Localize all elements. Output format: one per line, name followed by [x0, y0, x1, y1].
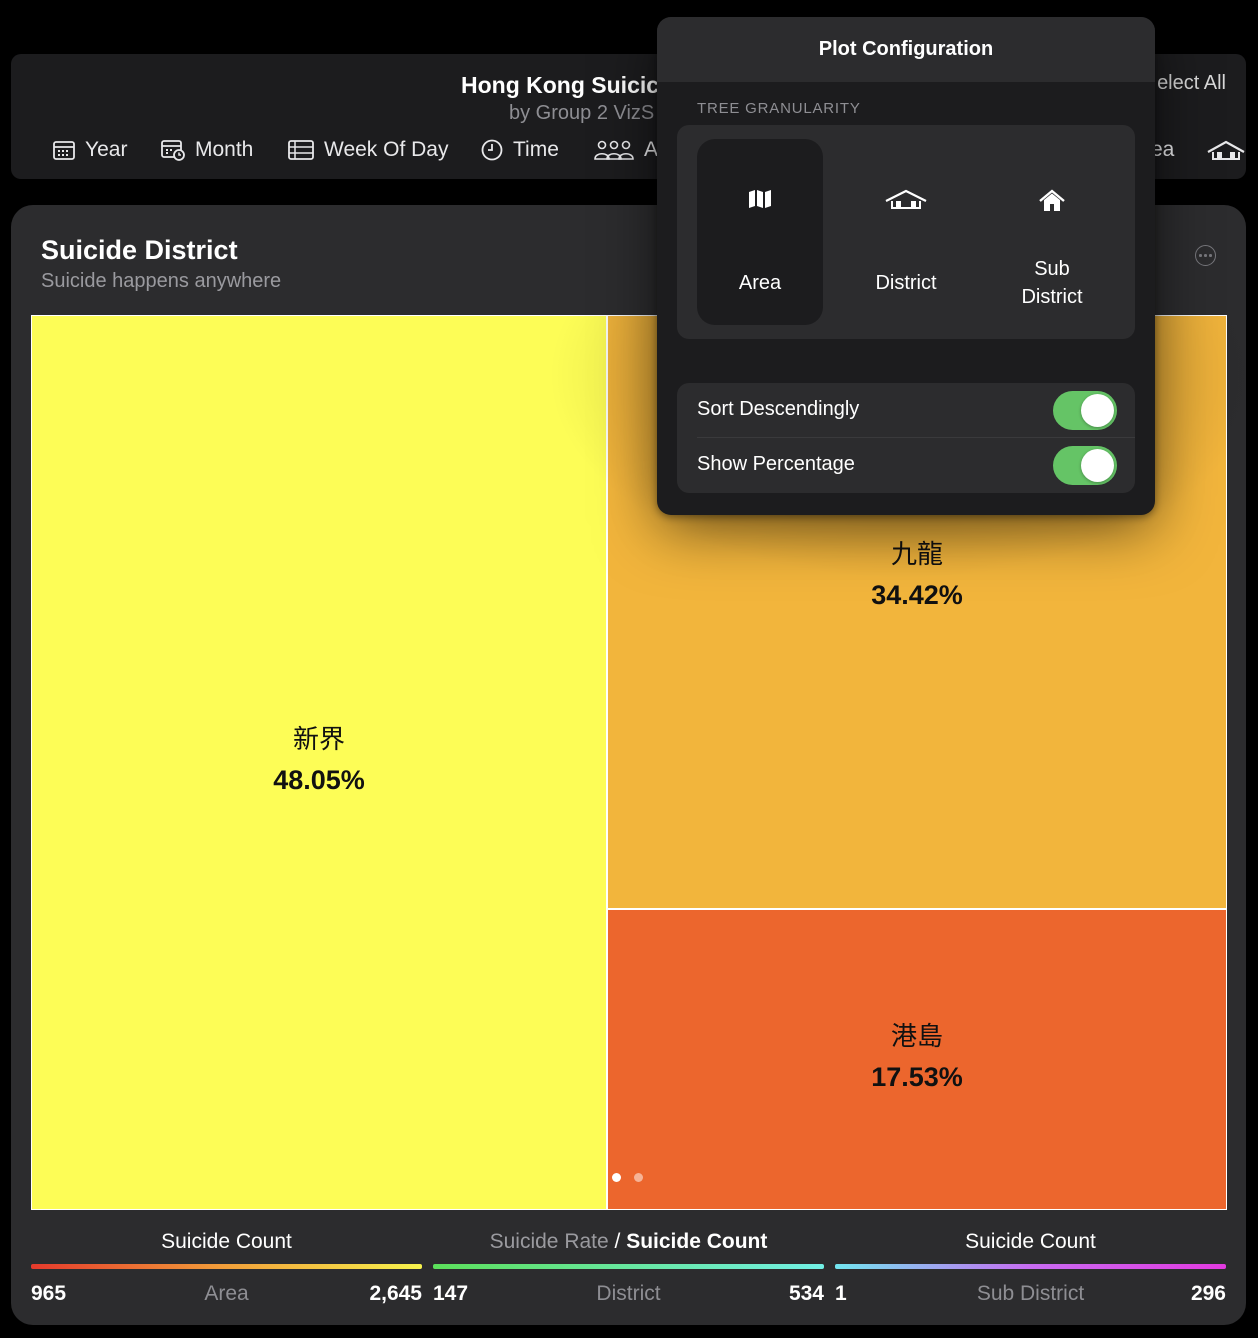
tile-percent: 48.05%	[273, 764, 365, 795]
legend-level: Sub District	[976, 1282, 1085, 1305]
plot-configuration-popover: Plot Configuration TREE GRANULARITY Area…	[657, 17, 1155, 515]
legend-area: Suicide Count 965 Area 2,645	[31, 1220, 422, 1320]
filter-area-label[interactable]: ea	[1151, 138, 1175, 161]
toggle-group: Sort Descendingly Show Percentage	[677, 383, 1135, 493]
granularity-label-line2: District	[1021, 286, 1083, 308]
legend-sub-district: Suicide Count 1 Sub District 296	[835, 1220, 1226, 1320]
list-icon	[288, 140, 314, 160]
page-indicator-dot[interactable]	[634, 1173, 643, 1182]
people-icon	[594, 140, 634, 160]
legend-min: 147	[433, 1282, 469, 1305]
popover-title: Plot Configuration	[818, 38, 994, 60]
filter-week-of-day-button[interactable]: Week Of Day	[288, 136, 448, 164]
tile-label: 港島	[890, 1021, 943, 1052]
district-icon[interactable]	[1206, 140, 1246, 160]
app-title: Hong Kong Suicic	[461, 72, 660, 98]
legend-metric-count[interactable]: Suicide Count	[626, 1230, 768, 1253]
granularity-option-area[interactable]: Area	[697, 139, 823, 325]
map-icon	[749, 190, 771, 208]
filter-age-label: A	[644, 138, 659, 161]
filter-year-label: Year	[85, 138, 128, 161]
legend-metric-rate[interactable]: Suicide Rate	[489, 1230, 609, 1253]
toggle-label: Show Percentage	[697, 453, 855, 475]
ellipsis-circle-icon[interactable]	[1195, 245, 1216, 266]
district-icon	[885, 189, 927, 209]
calendar-clock-icon	[161, 140, 185, 161]
filter-month-button[interactable]: Month	[161, 136, 253, 164]
card-subtitle: Suicide happens anywhere	[41, 270, 282, 292]
filter-week-of-day-label: Week Of Day	[324, 138, 449, 161]
granularity-option-sub-district[interactable]: Sub District	[989, 139, 1115, 325]
toggle-row-show-percentage: Show Percentage	[677, 438, 1135, 493]
granularity-label: Area	[738, 272, 782, 294]
sort-descendingly-switch[interactable]	[1053, 391, 1117, 430]
filter-time-label: Time	[513, 138, 559, 161]
house-icon	[1039, 189, 1065, 211]
treemap-tile-new-territories[interactable]: 新界 48.05%	[32, 316, 606, 1209]
legend-min: 965	[31, 1282, 67, 1305]
legend-separator: /	[608, 1230, 627, 1253]
legend-title: Suicide Count	[965, 1230, 1096, 1253]
tile-label: 九龍	[890, 540, 943, 570]
toggle-label: Sort Descendingly	[697, 398, 860, 420]
filter-year-button[interactable]: Year	[53, 136, 127, 164]
filter-age-button[interactable]: A	[594, 136, 658, 164]
treemap-tile-hk-island[interactable]: 港島 17.53%	[608, 910, 1226, 1209]
show-percentage-switch[interactable]	[1053, 446, 1117, 485]
tile-percent: 34.42%	[871, 580, 963, 610]
legend-gradient-bar	[835, 1264, 1226, 1269]
divider	[697, 437, 1135, 438]
filter-month-label: Month	[195, 138, 254, 161]
clock-icon	[481, 139, 503, 161]
legend-max: 296	[1190, 1282, 1226, 1305]
select-all-button[interactable]: elect All	[1157, 72, 1226, 94]
tile-percent: 17.53%	[871, 1061, 963, 1092]
legend-level: District	[596, 1282, 661, 1305]
legend-gradient-bar	[31, 1264, 422, 1269]
legend-district: Suicide Rate / Suicide Count 147 Distric…	[433, 1220, 824, 1320]
granularity-segmented-control: Area District Sub District	[677, 125, 1135, 339]
section-label-tree-granularity: TREE GRANULARITY	[697, 100, 861, 117]
granularity-label: Sub	[1034, 258, 1070, 280]
toggle-row-sort-descendingly: Sort Descendingly	[677, 383, 1135, 438]
granularity-option-district[interactable]: District	[843, 139, 969, 325]
legend-title: Suicide Count	[161, 1230, 292, 1253]
page-indicator-dot-active[interactable]	[612, 1173, 621, 1182]
app-subtitle: by Group 2 VizS	[509, 102, 655, 124]
legend-max: 534	[788, 1282, 824, 1305]
card-title: Suicide District	[41, 235, 238, 265]
tile-label: 新界	[292, 724, 345, 755]
filter-time-button[interactable]: Time	[481, 136, 559, 164]
calendar-icon	[53, 141, 75, 160]
legend-min: 1	[835, 1282, 847, 1305]
legend-max: 2,645	[369, 1282, 422, 1305]
legend-gradient-bar	[433, 1264, 824, 1269]
popover-header: Plot Configuration	[657, 17, 1155, 82]
legend-level: Area	[204, 1282, 249, 1305]
granularity-label: District	[875, 272, 937, 294]
